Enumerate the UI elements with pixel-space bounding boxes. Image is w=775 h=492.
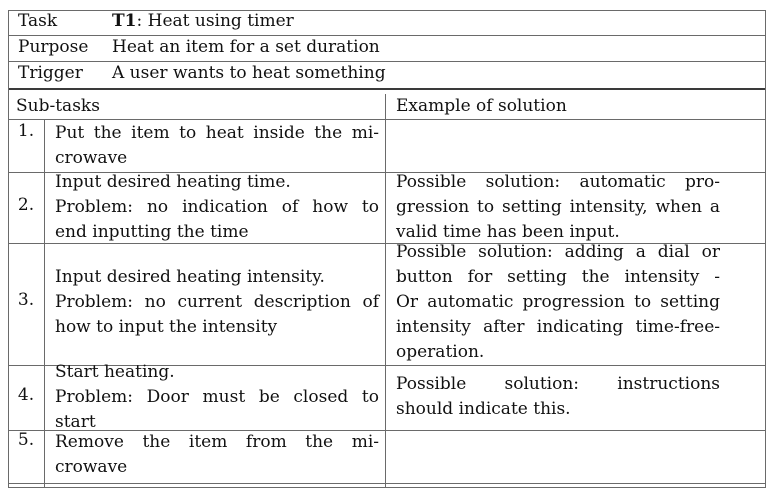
row-2-solution-line-3: valid time has been input.: [396, 222, 620, 242]
right-border-lower: [765, 88, 766, 488]
table-top-rule: [8, 10, 765, 11]
row-4-solution-line-1: Possible solution: instructions: [396, 374, 720, 394]
number-column-divider: [44, 119, 45, 488]
row-1-subtask: Put the item to heat inside the mi- crow…: [55, 121, 379, 171]
row-3-solution-line-4: intensity after indicating time-free-: [396, 317, 720, 337]
row-3-number: 3.: [17, 290, 35, 310]
row-2-solution-line-1: Possible solution: automatic pro-: [396, 172, 720, 192]
row-5-subtask-line-2: crowave: [55, 457, 128, 477]
solution-column-divider: [385, 94, 386, 488]
rule-after-task: [8, 35, 765, 36]
right-border: [765, 10, 766, 88]
row-2-subtask-line-2: Problem: no indication of how to: [55, 197, 379, 217]
row-5-subtask: Remove the item from the mi- crowave: [55, 430, 379, 480]
rule-after-row-4: [8, 430, 765, 431]
row-2-number: 2.: [17, 195, 35, 215]
left-border: [8, 10, 9, 88]
task-value: T1: Heat using timer: [112, 11, 294, 31]
row-1-number: 1.: [17, 121, 35, 141]
row-3-solution: Possible solution: adding a dial or butt…: [396, 240, 720, 365]
task-title: : Heat using timer: [136, 11, 294, 31]
trigger-value: A user wants to heat something: [112, 63, 386, 83]
left-border-lower: [8, 88, 9, 488]
rule-after-column-headers: [8, 119, 765, 120]
subtasks-column-header: Sub-tasks: [16, 96, 100, 116]
purpose-label: Purpose: [18, 37, 89, 57]
row-3-subtask-line-2: Problem: no current description of: [55, 292, 379, 312]
solution-column-header: Example of solution: [396, 96, 567, 116]
row-4-solution: Possible solution: instructions should i…: [396, 372, 720, 422]
row-3-subtask: Input desired heating intensity. Problem…: [55, 265, 379, 340]
table-bottom-rule-1: [8, 483, 765, 484]
row-2-solution-line-2: gression to setting intensity, when a: [396, 197, 720, 217]
row-3-solution-line-5: operation.: [396, 342, 485, 362]
row-4-subtask: Start heating. Problem: Door must be clo…: [55, 360, 379, 435]
row-4-subtask-line-1: Start heating.: [55, 362, 175, 382]
rule-after-trigger: [8, 88, 765, 90]
row-2-subtask: Input desired heating time. Problem: no …: [55, 170, 379, 245]
task-id: T1: [112, 11, 137, 31]
purpose-value: Heat an item for a set duration: [112, 37, 380, 57]
row-1-subtask-line-2: crowave: [55, 148, 128, 168]
row-4-subtask-line-2: Problem: Door must be closed to: [55, 387, 379, 407]
rule-after-purpose: [8, 61, 765, 62]
row-2-solution: Possible solution: automatic pro- gressi…: [396, 170, 720, 245]
row-4-solution-line-2: should indicate this.: [396, 399, 571, 419]
task-label: Task: [18, 11, 58, 31]
row-5-number: 5.: [17, 430, 35, 450]
rule-after-row-1: [8, 172, 765, 173]
row-3-subtask-line-3: how to input the intensity: [55, 317, 278, 337]
row-2-subtask-line-1: Input desired heating time.: [55, 172, 291, 192]
row-1-subtask-line-1: Put the item to heat inside the mi-: [55, 123, 379, 143]
row-4-subtask-line-3: start: [55, 412, 96, 432]
row-3-subtask-line-1: Input desired heating intensity.: [55, 267, 325, 287]
row-3-solution-line-2: button for setting the intensity -: [396, 267, 720, 287]
row-5-subtask-line-1: Remove the item from the mi-: [55, 432, 379, 452]
trigger-label: Trigger: [18, 63, 83, 83]
rule-after-row-2: [8, 243, 765, 244]
table-bottom-rule-2: [8, 487, 765, 488]
row-3-solution-line-3: Or automatic progression to setting: [396, 292, 720, 312]
row-2-subtask-line-3: end inputting the time: [55, 222, 249, 242]
row-4-number: 4.: [17, 385, 35, 405]
row-3-solution-line-1: Possible solution: adding a dial or: [396, 242, 720, 262]
rule-after-row-3: [8, 365, 765, 366]
